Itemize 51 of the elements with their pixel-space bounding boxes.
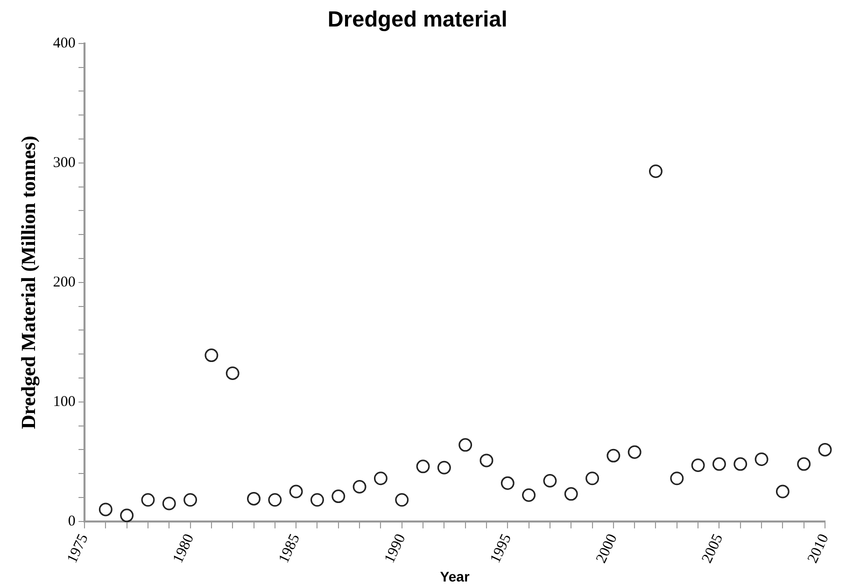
point xyxy=(204,348,218,362)
point xyxy=(797,457,811,471)
point xyxy=(374,472,388,486)
point xyxy=(120,508,134,522)
point xyxy=(818,442,832,456)
point xyxy=(247,492,261,506)
chart-title: Dredged material xyxy=(328,6,508,32)
point xyxy=(480,454,494,468)
point xyxy=(586,472,600,486)
point xyxy=(691,458,705,472)
point xyxy=(226,366,240,380)
point xyxy=(416,460,430,474)
x-tick-label: 1995 xyxy=(488,532,515,566)
point xyxy=(754,452,768,466)
y-tick-label: 0 xyxy=(68,513,76,530)
x-tick-label: 1975 xyxy=(64,532,92,566)
y-axis-title: Dredged Material (Million tonnes) xyxy=(18,136,40,430)
point xyxy=(289,484,303,498)
point xyxy=(776,484,790,498)
point xyxy=(352,480,366,494)
point xyxy=(500,476,514,490)
x-tick-label: 2005 xyxy=(699,532,726,566)
x-tick-label: 1990 xyxy=(382,532,410,566)
point xyxy=(628,445,642,459)
point xyxy=(162,496,176,510)
y-tick-label: 100 xyxy=(53,394,76,410)
point xyxy=(184,493,198,507)
point xyxy=(310,493,324,507)
point xyxy=(98,502,112,516)
point xyxy=(268,493,282,507)
point xyxy=(564,487,578,501)
point xyxy=(522,488,536,502)
point xyxy=(606,448,620,462)
point xyxy=(543,474,557,488)
y-tick-label: 400 xyxy=(53,35,76,52)
x-tick-label: 2010 xyxy=(805,532,832,566)
point xyxy=(395,493,409,507)
x-tick-label: 1980 xyxy=(170,532,198,566)
point xyxy=(141,493,155,507)
y-tick-label: 300 xyxy=(53,154,76,171)
point xyxy=(332,490,346,504)
point xyxy=(437,460,451,474)
x-tick-label: 2000 xyxy=(593,532,621,566)
point xyxy=(648,164,662,178)
point xyxy=(670,472,684,486)
x-axis-title: Year xyxy=(440,568,470,584)
point xyxy=(712,457,726,471)
y-tick-label: 200 xyxy=(53,274,76,290)
x-tick-label: 1985 xyxy=(276,532,304,566)
point xyxy=(734,457,748,471)
point xyxy=(458,438,472,452)
